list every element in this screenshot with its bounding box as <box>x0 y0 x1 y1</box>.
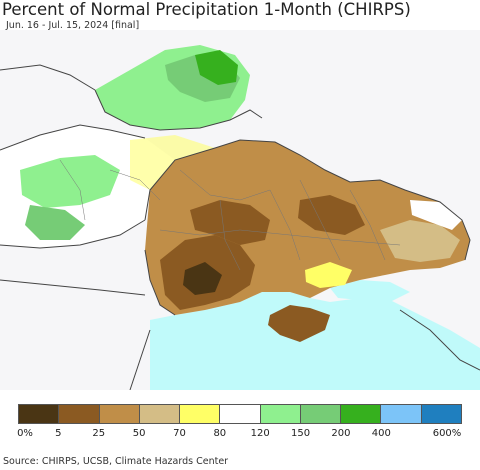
sea-of-azov <box>330 280 410 302</box>
black-sea <box>150 292 480 390</box>
country-borders <box>0 64 480 390</box>
legend-swatch <box>300 405 342 423</box>
legend-swatch <box>59 405 100 423</box>
legend-swatch <box>381 405 422 423</box>
legend-swatch <box>180 405 221 423</box>
region-very-dry-east <box>298 195 365 235</box>
legend-swatch <box>19 405 60 423</box>
legend-label: 0% <box>17 428 33 439</box>
region-near-normal-east <box>410 200 462 230</box>
legend-label: 400 <box>371 428 391 439</box>
map-title: Percent of Normal Precipitation 1-Month … <box>2 0 411 19</box>
legend-label: 80 <box>213 428 227 439</box>
region-wet-west <box>25 205 85 240</box>
legend-swatch <box>99 405 140 423</box>
region-lines <box>59 159 401 271</box>
legend-label: 200 <box>331 428 351 439</box>
legend-label: 120 <box>250 428 270 439</box>
legend-swatch <box>421 405 461 423</box>
legend-swatch <box>220 405 261 423</box>
region-crimea <box>268 305 330 342</box>
region-driest-pocket <box>183 262 222 295</box>
region-below-normal-east <box>380 220 460 262</box>
region-extremely-wet-north <box>195 50 238 85</box>
legend-swatch <box>139 405 181 423</box>
region-wet-northwest <box>20 155 120 208</box>
legend-label: 70 <box>173 428 186 439</box>
legend-label: 150 <box>290 428 311 439</box>
legend-label: 50 <box>132 428 146 439</box>
legend-labels: 0% 5 25 50 70 80 120 150 200 400 600% <box>0 428 480 442</box>
region-yellow-patch <box>305 262 352 288</box>
legend-label: 25 <box>92 428 106 439</box>
legend-color-scale <box>18 404 462 424</box>
legend-label: 5 <box>55 428 62 439</box>
map-date-range: Jun. 16 - Jul. 15, 2024 [final] <box>6 20 140 31</box>
legend-label: 600% <box>432 428 462 439</box>
source-credit: Source: CHIRPS, UCSB, Climate Hazards Ce… <box>3 456 229 467</box>
precipitation-map <box>0 30 480 390</box>
legend-swatch <box>341 405 382 423</box>
legend-swatch <box>260 405 301 423</box>
